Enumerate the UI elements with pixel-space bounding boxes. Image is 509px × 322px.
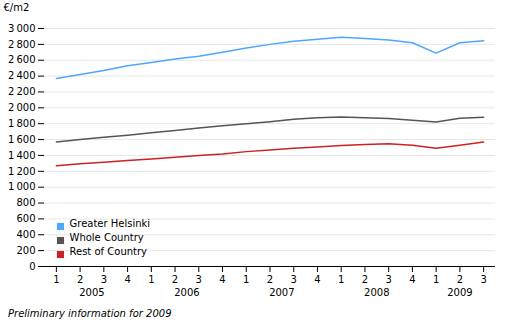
svg-text:2005: 2005 xyxy=(79,287,104,298)
svg-text:1: 1 xyxy=(243,274,249,285)
svg-text:2: 2 xyxy=(457,274,463,285)
svg-text:2 400: 2 400 xyxy=(8,70,35,81)
svg-text:3: 3 xyxy=(196,274,202,285)
svg-text:1: 1 xyxy=(433,274,439,285)
svg-text:600: 600 xyxy=(16,213,35,224)
svg-text:2: 2 xyxy=(77,274,83,285)
svg-text:1 600: 1 600 xyxy=(8,134,35,145)
svg-text:400: 400 xyxy=(16,229,35,240)
svg-text:Greater Helsinki: Greater Helsinki xyxy=(70,218,151,229)
svg-text:2 600: 2 600 xyxy=(8,54,35,65)
svg-text:2009: 2009 xyxy=(447,287,472,298)
svg-text:4: 4 xyxy=(124,274,130,285)
svg-text:2 000: 2 000 xyxy=(8,102,35,113)
svg-text:1: 1 xyxy=(53,274,59,285)
svg-text:Whole Country: Whole Country xyxy=(70,232,144,243)
svg-text:1 200: 1 200 xyxy=(8,166,35,177)
svg-text:4: 4 xyxy=(219,274,225,285)
svg-text:4: 4 xyxy=(314,274,320,285)
svg-text:200: 200 xyxy=(16,245,35,256)
svg-text:€/m2: €/m2 xyxy=(4,2,30,13)
svg-text:2: 2 xyxy=(362,274,368,285)
svg-text:1: 1 xyxy=(148,274,154,285)
svg-text:2 200: 2 200 xyxy=(8,86,35,97)
svg-text:4: 4 xyxy=(409,274,415,285)
svg-text:2 800: 2 800 xyxy=(8,39,35,50)
svg-text:2008: 2008 xyxy=(364,287,389,298)
svg-text:3: 3 xyxy=(291,274,297,285)
svg-text:3 000: 3 000 xyxy=(8,23,35,34)
svg-text:1 800: 1 800 xyxy=(8,118,35,129)
svg-text:3: 3 xyxy=(101,274,107,285)
svg-text:1: 1 xyxy=(338,274,344,285)
svg-text:3: 3 xyxy=(385,274,391,285)
svg-text:2006: 2006 xyxy=(174,287,199,298)
svg-text:2: 2 xyxy=(172,274,178,285)
svg-text:1 000: 1 000 xyxy=(8,181,35,192)
svg-text:0: 0 xyxy=(29,261,35,272)
svg-text:1 400: 1 400 xyxy=(8,150,35,161)
svg-text:Rest of Country: Rest of Country xyxy=(70,246,148,257)
html-text:Preliminary information for 20: Preliminary information for 2009 xyxy=(8,308,172,319)
svg-text:800: 800 xyxy=(16,197,35,208)
svg-text:2007: 2007 xyxy=(269,287,294,298)
svg-text:3: 3 xyxy=(480,274,486,285)
svg-text:2: 2 xyxy=(267,274,273,285)
